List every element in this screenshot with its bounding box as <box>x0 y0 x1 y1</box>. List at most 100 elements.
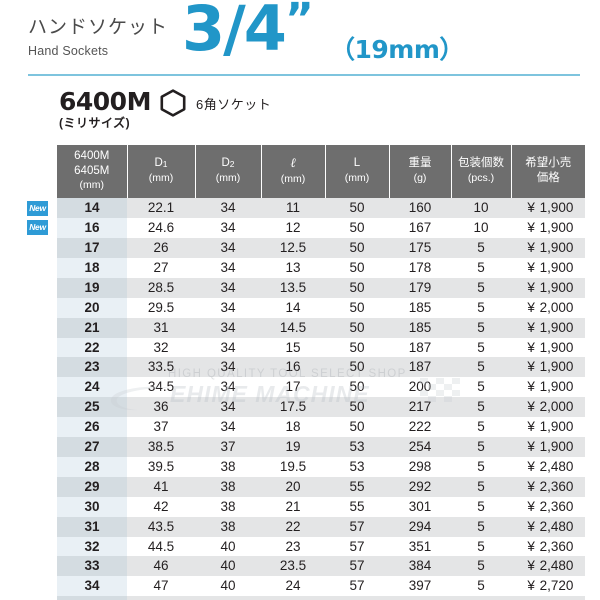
cell-d1: 33.5 <box>127 357 195 378</box>
cell-l-large: 50 <box>325 237 389 258</box>
table-row[interactable]: 28 39.5 38 19.5 53 298 5 ¥2,480 <box>57 456 585 477</box>
cell-weight: 254 <box>389 437 451 457</box>
cell-l-large: 57 <box>325 536 389 557</box>
cell-l-small: 22 <box>261 516 325 537</box>
cell-l-small: 21 <box>261 496 325 517</box>
cell-size: 30 <box>57 496 127 517</box>
cell-l-large: 50 <box>325 257 389 278</box>
cell-pack-qty: 5 <box>451 576 511 597</box>
cell-d1: 46 <box>127 556 195 577</box>
cell-d1: 29.5 <box>127 297 195 318</box>
cell-pack-qty: 5 <box>451 377 511 398</box>
cell-pack-qty: 10 <box>451 198 511 219</box>
cell-weight: 384 <box>389 556 451 577</box>
cell-price: ¥2,360 <box>511 536 585 557</box>
cell-size: 34 <box>57 576 127 597</box>
cell-size: 24 <box>57 377 127 398</box>
cell-weight: 187 <box>389 337 451 358</box>
cell-price: ¥2,720 <box>511 576 585 597</box>
cell-pack-qty: 5 <box>451 297 511 318</box>
cell-price: ¥1,900 <box>511 337 585 358</box>
cell-price: ¥2,480 <box>511 456 585 477</box>
cell-d2: 40 <box>195 576 261 597</box>
cell-l-large: 50 <box>325 377 389 398</box>
yen-symbol: ¥ <box>527 200 535 216</box>
cell-d2: 37 <box>195 437 261 457</box>
cell-d2: 34 <box>195 277 261 298</box>
cell-weight: 351 <box>389 536 451 557</box>
cell-size: 35 <box>57 596 127 600</box>
cell-size: 29 <box>57 476 127 497</box>
cell-l-small: 23.5 <box>261 556 325 577</box>
table-row[interactable]: 3548.54224.5594225¥2,860 <box>57 596 585 600</box>
col-header-l-small: ℓ (mm) <box>260 145 326 199</box>
table-row[interactable]: 24 34.5 34 17 50 200 5 ¥1,900 <box>57 377 585 398</box>
cell-price: ¥1,900 <box>511 277 585 298</box>
table-row[interactable]: New 14 22.1 34 11 50 160 10 ¥1,900 <box>27 198 585 219</box>
cell-d2: 34 <box>195 357 261 378</box>
cell-price: ¥2,000 <box>511 397 585 418</box>
cell-pack-qty: 5 <box>451 556 511 577</box>
cell-size: New 14 <box>27 198 127 219</box>
table-row[interactable]: 23 33.5 34 16 50 187 5 ¥1,900 <box>57 357 585 378</box>
table-row[interactable]: New 16 24.6 34 12 50 167 10 ¥1,900 <box>27 218 585 238</box>
table-row[interactable]: 30 42 38 21 55 301 5 ¥2,360 <box>57 496 585 517</box>
table-row[interactable]: 19 28.5 34 13.5 50 179 5 ¥1,900 <box>57 277 585 298</box>
table-row[interactable]: 26 37 34 18 50 222 5 ¥1,900 <box>57 417 585 438</box>
spec-table-wrapper: 6400M 6405M (mm) D1 (mm) D2 (mm) ℓ (mm <box>27 145 585 600</box>
col-header-model: 6400M 6405M (mm) <box>57 145 128 199</box>
cell-weight: 292 <box>389 476 451 497</box>
cell-l-large: 50 <box>325 297 389 318</box>
table-row[interactable]: 34 47 40 24 57 397 5 ¥2,720 <box>57 576 585 597</box>
new-badge: New <box>27 200 48 216</box>
cell-price: ¥2,360 <box>511 476 585 497</box>
table-row[interactable]: 25 36 34 17.5 50 217 5 ¥2,000 <box>57 397 585 418</box>
cell-l-small: 17 <box>261 377 325 398</box>
table-row[interactable]: 18 27 34 13 50 178 5 ¥1,900 <box>57 257 585 278</box>
cell-l-large: 53 <box>325 437 389 457</box>
yen-symbol: ¥ <box>527 259 535 275</box>
cell-d1: 34.5 <box>127 377 195 398</box>
cell-pack-qty: 5 <box>451 437 511 457</box>
col-header-price: 希望小売 価格 <box>510 145 585 199</box>
yen-symbol: ¥ <box>527 419 535 435</box>
cell-d1: 22.1 <box>127 198 195 219</box>
cell-d1: 44.5 <box>127 536 195 557</box>
cell-d2: 34 <box>195 417 261 438</box>
table-row[interactable]: 29 41 38 20 55 292 5 ¥2,360 <box>57 476 585 497</box>
cell-price: ¥2,480 <box>511 516 585 537</box>
yen-symbol: ¥ <box>527 578 535 594</box>
table-row[interactable]: 33 46 40 23.5 57 384 5 ¥2,480 <box>57 556 585 577</box>
cell-size: 31 <box>57 516 127 537</box>
cell-size: 23 <box>57 357 127 378</box>
table-row[interactable]: 21 31 34 14.5 50 185 5 ¥1,900 <box>57 317 585 338</box>
yen-symbol: ¥ <box>523 596 540 600</box>
model-code: 6400M <box>59 87 151 116</box>
cell-l-large: 50 <box>325 417 389 438</box>
cell-pack-qty: 5 <box>451 417 511 438</box>
cell-price: ¥2,360 <box>511 496 585 517</box>
cell-pack-qty: 5 <box>451 456 511 477</box>
yen-symbol: ¥ <box>527 478 535 494</box>
cell-size: 17 <box>57 237 127 258</box>
yen-symbol: ¥ <box>527 399 535 415</box>
table-row[interactable]: 20 29.5 34 14 50 185 5 ¥2,000 <box>57 297 585 318</box>
cell-l-small: 12.5 <box>261 237 325 258</box>
table-row[interactable]: 22 32 34 15 50 187 5 ¥1,900 <box>57 337 585 358</box>
table-row[interactable]: 31 43.5 38 22 57 294 5 ¥2,480 <box>57 516 585 537</box>
cell-price: ¥2,860 <box>511 596 585 600</box>
cell-size: 32 <box>57 536 127 557</box>
col-header-pack-qty: 包装個数 (pcs.) <box>450 145 512 199</box>
product-title-block: ハンドソケット Hand Sockets <box>28 17 198 58</box>
cell-l-small: 23 <box>261 536 325 557</box>
table-row[interactable]: 32 44.5 40 23 57 351 5 ¥2,360 <box>57 536 585 557</box>
cell-pack-qty: 5 <box>451 277 511 298</box>
cell-l-large: 50 <box>325 357 389 378</box>
cell-pack-qty: 5 <box>451 536 511 557</box>
table-row[interactable]: 27 38.5 37 19 53 254 5 ¥1,900 <box>57 437 585 457</box>
cell-l-small: 20 <box>261 476 325 497</box>
hexagon-icon-label: 6角ソケット <box>196 97 272 112</box>
cell-l-small: 12 <box>261 218 325 238</box>
cell-l-large: 57 <box>325 556 389 577</box>
table-row[interactable]: 17 26 34 12.5 50 175 5 ¥1,900 <box>57 237 585 258</box>
